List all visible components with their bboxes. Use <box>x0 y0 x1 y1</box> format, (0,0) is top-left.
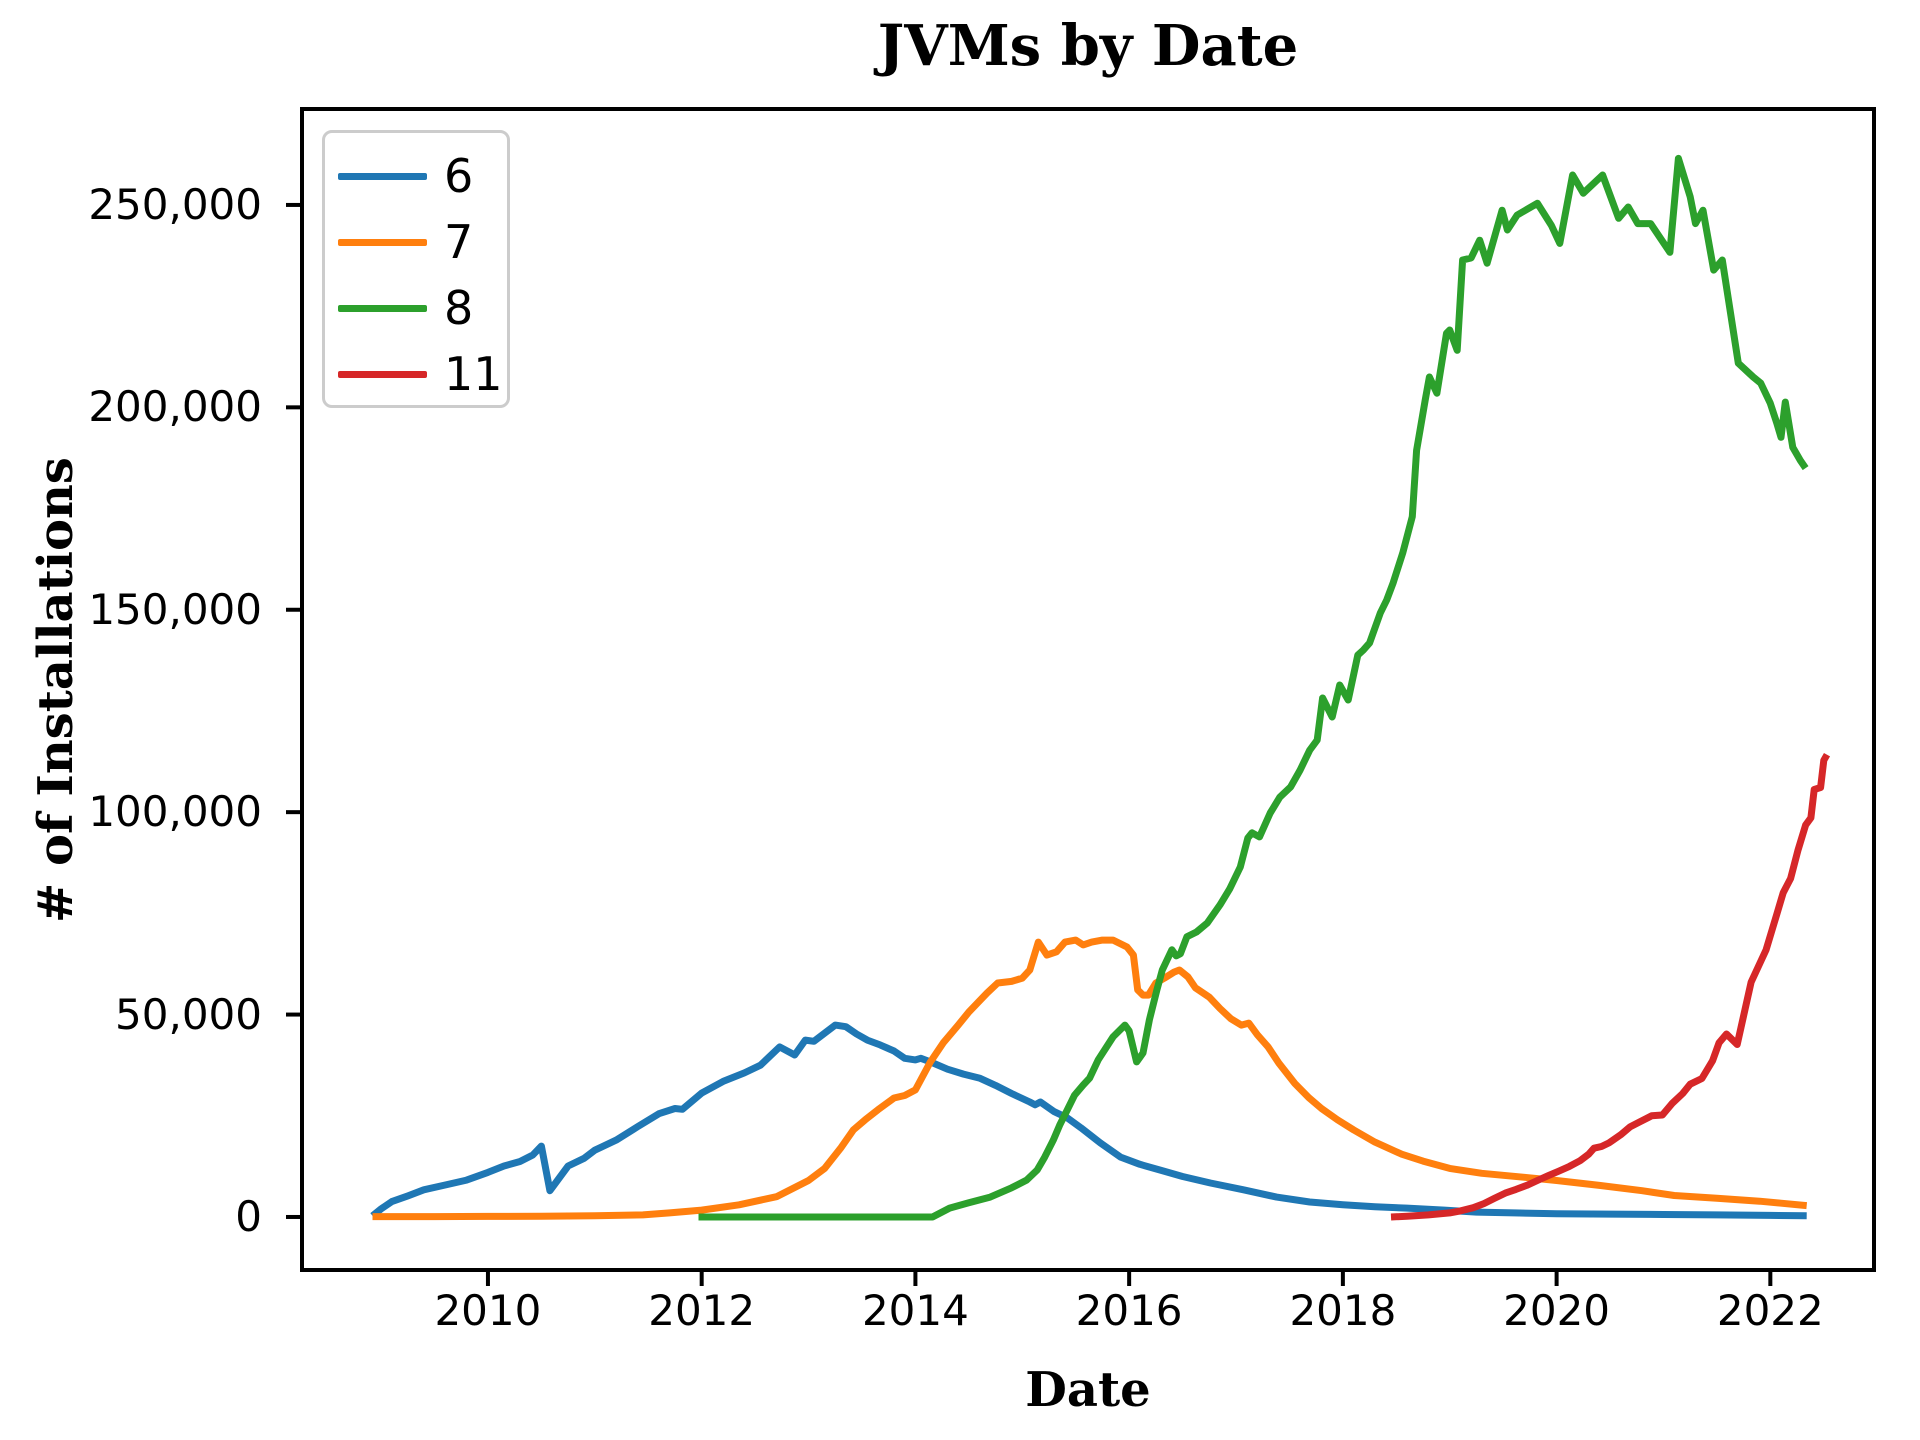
x-tick-label: 2012 <box>648 1286 756 1335</box>
legend-label: 7 <box>444 215 474 269</box>
series-line-6 <box>370 1021 1807 1220</box>
legend: 6 7 8 11 <box>322 130 510 408</box>
chart-title: JVMs by Date <box>877 13 1299 79</box>
legend-line-swatch <box>338 238 427 246</box>
y-tick-label: 150,000 <box>88 584 262 634</box>
legend-label: 6 <box>444 149 474 203</box>
legend-row: 7 <box>325 209 507 275</box>
legend-line-swatch <box>338 370 427 378</box>
legend-line-swatch <box>338 172 427 180</box>
y-tick-label: 50,000 <box>115 989 262 1039</box>
legend-line-swatch <box>338 304 427 312</box>
x-tick-label: 2014 <box>861 1286 969 1335</box>
x-tick-label: 2018 <box>1289 1286 1397 1335</box>
legend-label: 8 <box>444 281 474 335</box>
x-axis-label: Date <box>1025 1362 1151 1418</box>
x-tick-label: 2016 <box>1075 1286 1183 1335</box>
x-tick-label: 2010 <box>434 1286 542 1335</box>
legend-label: 11 <box>444 347 503 401</box>
y-tick-label: 200,000 <box>88 382 262 432</box>
y-tick-label: 250,000 <box>88 179 262 229</box>
axes-spines <box>300 107 1876 1272</box>
y-tick-label: 100,000 <box>88 787 262 837</box>
y-tick-label: 0 <box>235 1192 262 1241</box>
series-line-7 <box>372 936 1808 1221</box>
x-tick-label: 2020 <box>1503 1286 1611 1335</box>
legend-row: 11 <box>325 341 507 407</box>
y-axis-label: # of Installations <box>28 457 84 923</box>
series-line-8 <box>698 154 1809 1221</box>
series-line-11 <box>1390 752 1831 1221</box>
legend-row: 8 <box>325 275 507 341</box>
legend-row: 6 <box>325 143 507 209</box>
x-tick-label: 2022 <box>1716 1286 1824 1335</box>
